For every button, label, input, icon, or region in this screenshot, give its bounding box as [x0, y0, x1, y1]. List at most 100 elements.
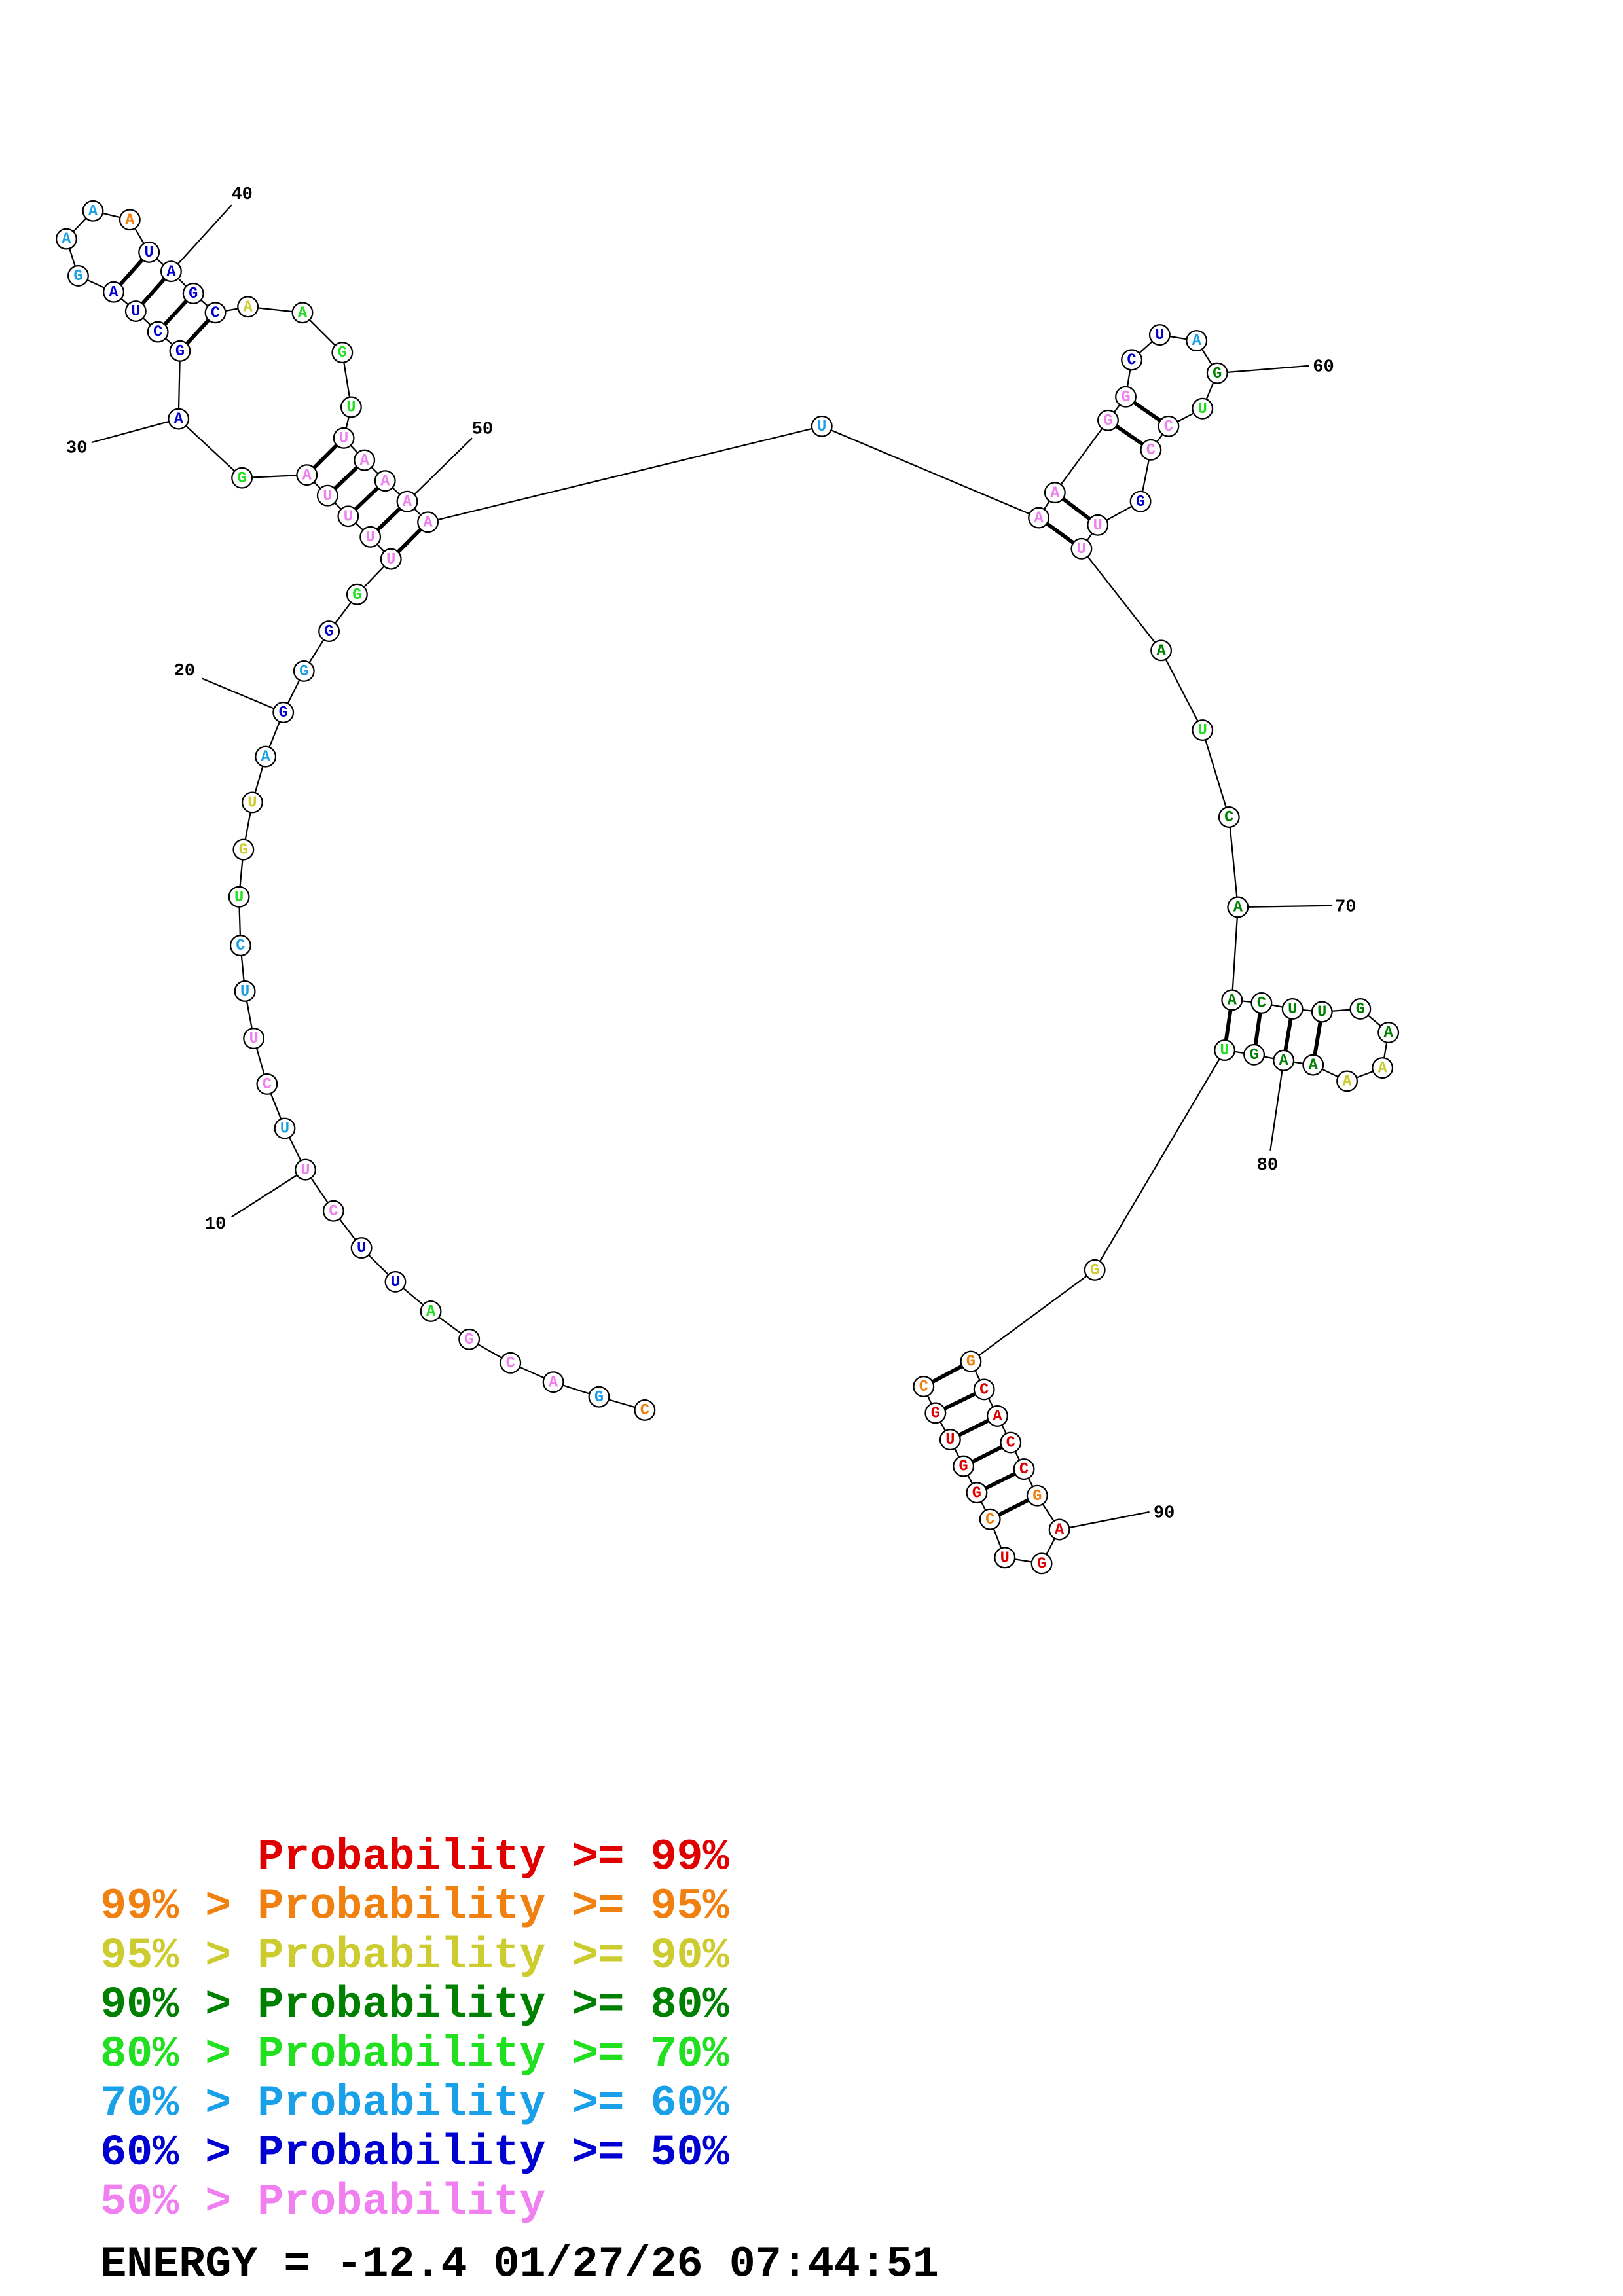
nucleotide-circle — [1336, 1070, 1359, 1092]
nucleotide-circle — [1192, 397, 1214, 420]
nucleotide-letter: C — [1006, 1435, 1015, 1452]
position-tick — [1059, 1511, 1150, 1531]
nucleotide-letter: A — [423, 514, 433, 531]
nucleotide-circle — [987, 1405, 1008, 1427]
nucleotide-letter: A — [1378, 1060, 1388, 1077]
nucleotide-circle — [168, 408, 190, 430]
nucleotide-circle — [1377, 1022, 1400, 1043]
nucleotide-letter: U — [240, 983, 249, 1001]
nucleotide-circle — [1206, 362, 1228, 384]
position-label: 60 — [1313, 357, 1334, 378]
nucleotide-letter: A — [298, 304, 308, 322]
nucleotide-letter: G — [931, 1405, 940, 1423]
backbone-segment — [242, 474, 307, 479]
nucleotide-circle — [1084, 1259, 1106, 1281]
position-tick — [1217, 365, 1309, 374]
nucleotide-circle — [318, 620, 340, 643]
nucleotide-circle — [396, 490, 418, 512]
nucleotide-letter: U — [131, 303, 140, 321]
nucleotide-circle — [359, 526, 382, 548]
nucleotide-letter: C — [236, 937, 245, 955]
nucleotide-letter: C — [153, 324, 162, 342]
nucleotide-letter: G — [1249, 1047, 1258, 1064]
nucleotide-circle — [417, 511, 439, 533]
nucleotide-circle — [331, 342, 354, 364]
nucleotide-letter: A — [1228, 992, 1237, 1010]
nucleotide-letter: U — [323, 488, 332, 505]
nucleotide-letter: U — [1155, 327, 1164, 344]
nucleotide-letter: A — [1279, 1052, 1289, 1070]
nucleotide-letter: A — [261, 749, 271, 766]
nucleotide-circle — [103, 281, 124, 303]
nucleotide-circle — [1150, 639, 1173, 662]
nucleotide-letter: U — [1288, 1001, 1297, 1018]
nucleotide-circle — [350, 1237, 373, 1259]
nucleotide-circle — [293, 660, 315, 682]
nucleotide-circle — [1115, 386, 1137, 408]
nucleotide-circle — [1129, 490, 1152, 512]
nucleotide-letter: U — [346, 399, 356, 417]
nucleotide-circle — [354, 449, 376, 471]
nucleotide-circle — [169, 340, 191, 362]
nucleotide-letter: C — [263, 1076, 272, 1094]
nucleotide-letter: U — [391, 1274, 400, 1291]
nucleotide-letter: G — [1136, 493, 1145, 511]
nucleotide-letter: G — [1121, 389, 1130, 406]
nucleotide-circle — [138, 241, 160, 263]
nucleotide-letter: A — [88, 203, 98, 221]
nucleotide-circle — [588, 1386, 610, 1408]
nucleotide-letter: C — [1224, 809, 1233, 827]
nucleotides: CGACGAUUCUUCUUCUGUAGGGGUUUUAGAGCUAGAAAUA… — [55, 200, 1400, 1575]
nucleotide-letter: U — [1093, 517, 1103, 535]
nucleotide-circle — [500, 1352, 522, 1374]
nucleotide-circle — [1192, 719, 1214, 741]
position-tick — [407, 437, 473, 503]
nucleotide-letter: U — [344, 508, 353, 526]
nucleotide-circle — [228, 886, 250, 908]
base-pairs — [112, 251, 1324, 1521]
nucleotide-circle — [1281, 998, 1304, 1020]
nucleotide-letter: A — [174, 411, 184, 429]
nucleotide-letter: G — [279, 704, 288, 722]
backbone-segment — [177, 418, 243, 479]
nucleotide-circle — [1026, 1484, 1048, 1507]
nucleotide-letter: A — [109, 284, 119, 302]
nucleotide-letter: G — [1090, 1262, 1099, 1280]
backbone-segment — [1228, 817, 1239, 908]
nucleotide-circle — [1349, 998, 1372, 1020]
nucleotide-letter: G — [1103, 412, 1112, 430]
nucleotide-letter: G — [237, 470, 246, 488]
position-tick — [231, 1169, 306, 1218]
nucleotide-circle — [256, 1073, 278, 1095]
nucleotide-circle — [1218, 806, 1240, 828]
nucleotide-circle — [255, 745, 277, 768]
nucleotide-letter: U — [817, 418, 826, 436]
nucleotide-letter: U — [1198, 401, 1207, 418]
legend-entry: 70% > Probability >= 60% — [100, 2079, 729, 2129]
nucleotide-circle — [243, 1028, 265, 1050]
backbone-segment — [1054, 420, 1109, 493]
nucleotide-letter: A — [1157, 642, 1167, 660]
nucleotide-circle — [340, 396, 362, 418]
backbone-segment — [1160, 650, 1203, 731]
nucleotide-letter: G — [465, 1331, 474, 1349]
nucleotide-circle — [1044, 482, 1066, 504]
nucleotide-letter: G — [972, 1484, 981, 1502]
nucleotide-letter: G — [959, 1458, 968, 1476]
backbone-segment — [970, 1269, 1095, 1363]
backbone-segment — [1231, 906, 1239, 1001]
nucleotide-circle — [67, 264, 89, 287]
nucleotide-circle — [542, 1371, 564, 1393]
legend-entry: 80% > Probability >= 70% — [100, 2030, 729, 2079]
nucleotide-circle — [346, 583, 368, 605]
nucleotide-circle — [182, 283, 204, 304]
nucleotide-circle — [55, 228, 77, 250]
nucleotide-circle — [274, 1117, 296, 1139]
legend-entry: 95% > Probability >= 90% — [100, 1931, 729, 1981]
nucleotide-circle — [147, 321, 169, 343]
nucleotide-letter: U — [366, 529, 375, 547]
nucleotide-circle — [634, 1399, 656, 1421]
nucleotide-circle — [204, 302, 227, 324]
